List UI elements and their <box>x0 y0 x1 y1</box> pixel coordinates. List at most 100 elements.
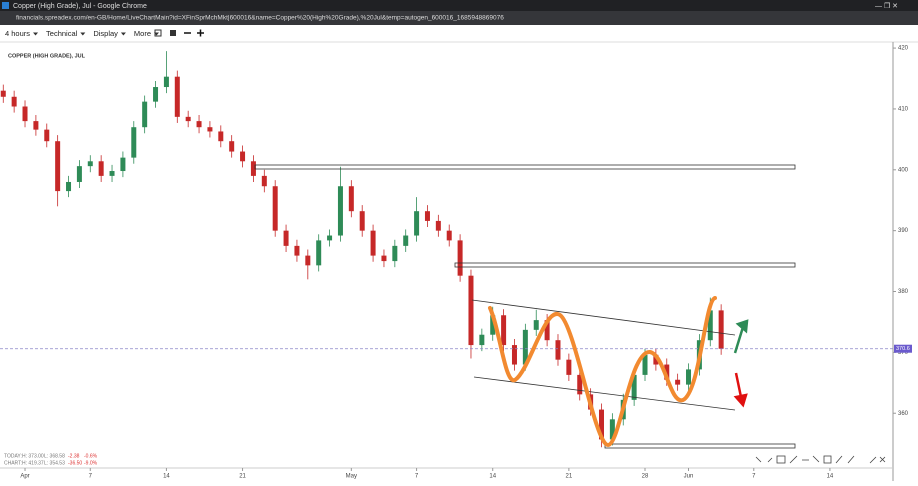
candle-body <box>642 354 648 375</box>
candle-body <box>501 315 507 346</box>
candle-body <box>229 141 235 152</box>
y-tick-label: 370 <box>898 350 909 356</box>
candle-body <box>609 419 615 440</box>
candle-body <box>381 255 387 262</box>
chart-title: COPPER (HIGH GRADE), JUL <box>8 53 86 59</box>
tool-icon[interactable] <box>755 456 773 463</box>
x-tick-label: 28 <box>642 474 649 480</box>
x-tick-label: 7 <box>415 474 419 480</box>
y-tick-label: 360 <box>898 411 909 417</box>
title-bar <box>0 0 918 11</box>
candle-body <box>120 157 126 172</box>
candle-body <box>218 131 224 142</box>
candle-body <box>142 101 148 128</box>
candle-body <box>707 310 713 341</box>
candle-body <box>66 181 72 192</box>
x-tick-label: Apr <box>20 474 29 480</box>
candle-body <box>435 220 441 231</box>
y-tick-label: 400 <box>898 167 909 173</box>
stat-high: H: 419.37 <box>22 460 44 466</box>
menu-item[interactable]: 4 hours <box>5 29 30 38</box>
down-arrow[interactable] <box>733 372 748 408</box>
x-tick-label: 21 <box>239 474 246 480</box>
stat-low: L: 368.58 <box>44 453 65 459</box>
candle-body <box>163 76 169 88</box>
stat-pct: -9.0% <box>84 460 98 466</box>
stat-low: L: 354.53 <box>44 460 65 466</box>
candle-body <box>718 310 724 349</box>
candle-body <box>131 127 137 158</box>
resistance-box[interactable] <box>254 164 796 170</box>
tool-icon[interactable] <box>776 455 786 464</box>
candle-body <box>631 374 637 400</box>
url[interactable]: financials.spreadex.com/en-GB/Home/LiveC… <box>16 15 504 22</box>
support-box[interactable] <box>604 443 796 449</box>
tool-icon[interactable] <box>835 455 886 464</box>
wave-drawing[interactable] <box>488 296 717 448</box>
window-controls[interactable]: — ❐ ✕ <box>875 2 898 10</box>
resistance-box[interactable] <box>454 262 796 268</box>
dropdown-caret[interactable] <box>120 32 126 36</box>
candle-body <box>0 90 6 97</box>
candle-body <box>392 245 398 262</box>
candle-body <box>44 129 50 142</box>
channel-upper[interactable] <box>471 299 736 336</box>
candle-body <box>533 320 539 330</box>
up-arrow[interactable] <box>733 319 749 354</box>
candle-body <box>33 121 39 130</box>
candle-body <box>446 230 452 241</box>
stat-label: TODAY: <box>4 453 22 459</box>
candle-body <box>283 230 289 246</box>
zoom-in[interactable] <box>197 29 204 37</box>
stat-change: -36.50 <box>68 460 82 466</box>
candle-body <box>196 121 202 128</box>
candle-body <box>294 245 300 256</box>
x-tick-label: May <box>346 474 357 480</box>
candle-body <box>327 235 333 241</box>
candle-body <box>414 211 420 236</box>
x-tick-label: 7 <box>89 474 93 480</box>
last-price-label: 370.6 <box>896 346 910 352</box>
candle-body <box>185 116 191 122</box>
address-bar[interactable] <box>0 11 918 25</box>
candle-body <box>403 235 409 246</box>
window-title: Copper (High Grade), Jul - Google Chrome <box>13 3 147 10</box>
candle-body <box>370 230 376 256</box>
candle-body <box>675 379 681 385</box>
candle-body <box>11 96 17 107</box>
y-tick-label: 420 <box>898 46 909 52</box>
candle-body <box>653 354 659 365</box>
candle-body <box>424 211 430 221</box>
candle-body <box>261 175 267 187</box>
candle-body <box>479 334 485 346</box>
candle-body <box>153 87 159 102</box>
channel-lower[interactable] <box>473 376 736 411</box>
candle-body <box>305 255 311 266</box>
menu-item[interactable]: Technical <box>46 29 78 38</box>
y-tick-label: 410 <box>898 107 909 113</box>
candle-body <box>490 315 496 335</box>
candle-body <box>22 106 28 122</box>
candle-body <box>316 240 322 266</box>
x-tick-label: 7 <box>752 474 756 480</box>
candle-body <box>174 76 180 117</box>
x-tick-label: 14 <box>489 474 496 480</box>
last-price-tag <box>894 344 912 353</box>
candle-body <box>348 186 354 212</box>
y-tick-label: 390 <box>898 228 909 234</box>
dropdown-caret[interactable] <box>33 32 39 36</box>
menu-item[interactable]: Display <box>93 29 118 38</box>
menu-item[interactable]: More <box>134 29 151 38</box>
tool-icon[interactable] <box>823 455 832 464</box>
candle-body <box>664 364 670 380</box>
dropdown-caret[interactable] <box>80 32 86 36</box>
candle-body <box>522 329 528 365</box>
save-icon[interactable] <box>170 30 176 36</box>
candle-body <box>55 141 61 192</box>
tool-icon[interactable] <box>789 455 820 464</box>
open-icon[interactable] <box>154 29 162 37</box>
candle-body <box>511 345 517 365</box>
stat-pct: -0.6% <box>84 453 98 459</box>
